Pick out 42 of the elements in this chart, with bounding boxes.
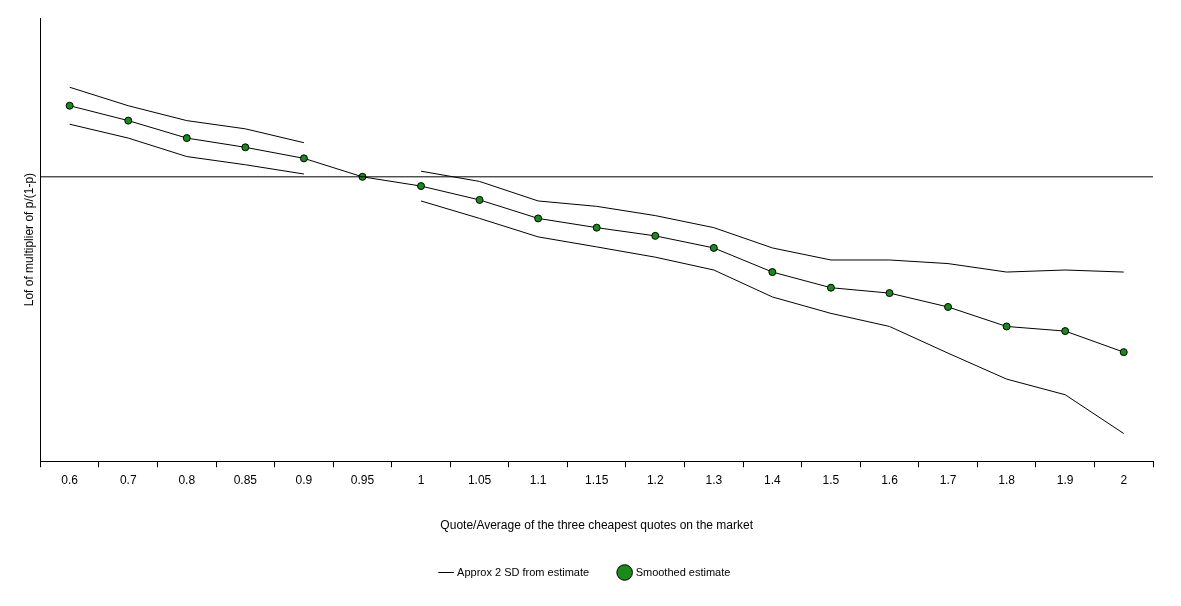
point xyxy=(534,214,543,223)
x-tick-label: 0.8 xyxy=(178,472,196,487)
x-tick-label: 1 xyxy=(417,472,425,487)
point xyxy=(709,243,718,252)
x-tick-label: 1.15 xyxy=(585,472,609,487)
point xyxy=(182,134,191,143)
x-tick-label: 0.9 xyxy=(295,472,313,487)
x-tick-label: 0.6 xyxy=(61,472,79,487)
point xyxy=(885,289,894,298)
x-tick-label: 1.1 xyxy=(529,472,547,487)
x-tick-label: 1.8 xyxy=(998,472,1016,487)
legend-label: Smoothed estimate xyxy=(635,565,731,578)
x-tick-label: 1.05 xyxy=(467,472,492,487)
point xyxy=(358,172,367,181)
x-tick-label: 1.6 xyxy=(881,472,899,487)
point xyxy=(592,223,601,232)
x-tick-label: 0.95 xyxy=(350,472,375,487)
point xyxy=(1061,327,1070,336)
point xyxy=(241,143,250,152)
x-tick-label: 1.5 xyxy=(822,472,840,487)
x-tick-label: 1.7 xyxy=(939,472,957,487)
point xyxy=(1119,348,1128,357)
point xyxy=(768,268,777,277)
point xyxy=(417,182,426,191)
x-tick-label: 0.85 xyxy=(233,472,258,487)
point xyxy=(475,195,484,204)
x-tick-label: 1.9 xyxy=(1056,472,1074,487)
legend-label: Approx 2 SD from estimate xyxy=(457,565,590,578)
point xyxy=(826,283,835,292)
y-axis-title: Lof of multiplier of p/(1-p) xyxy=(21,172,36,307)
x-tick-label: 1.3 xyxy=(705,472,723,487)
point xyxy=(299,154,308,163)
x-tick-label: 1.2 xyxy=(646,472,664,487)
x-tick-label: 2 xyxy=(1120,472,1128,487)
point xyxy=(1002,322,1011,331)
x-tick-label: 1.4 xyxy=(764,472,782,487)
point xyxy=(65,101,74,110)
x-axis-title: Quote/Average of the three cheapest quotes on the market xyxy=(440,518,754,533)
point xyxy=(651,231,660,240)
point xyxy=(944,302,953,311)
x-tick-label: 0.7 xyxy=(119,472,137,487)
point xyxy=(124,116,133,125)
